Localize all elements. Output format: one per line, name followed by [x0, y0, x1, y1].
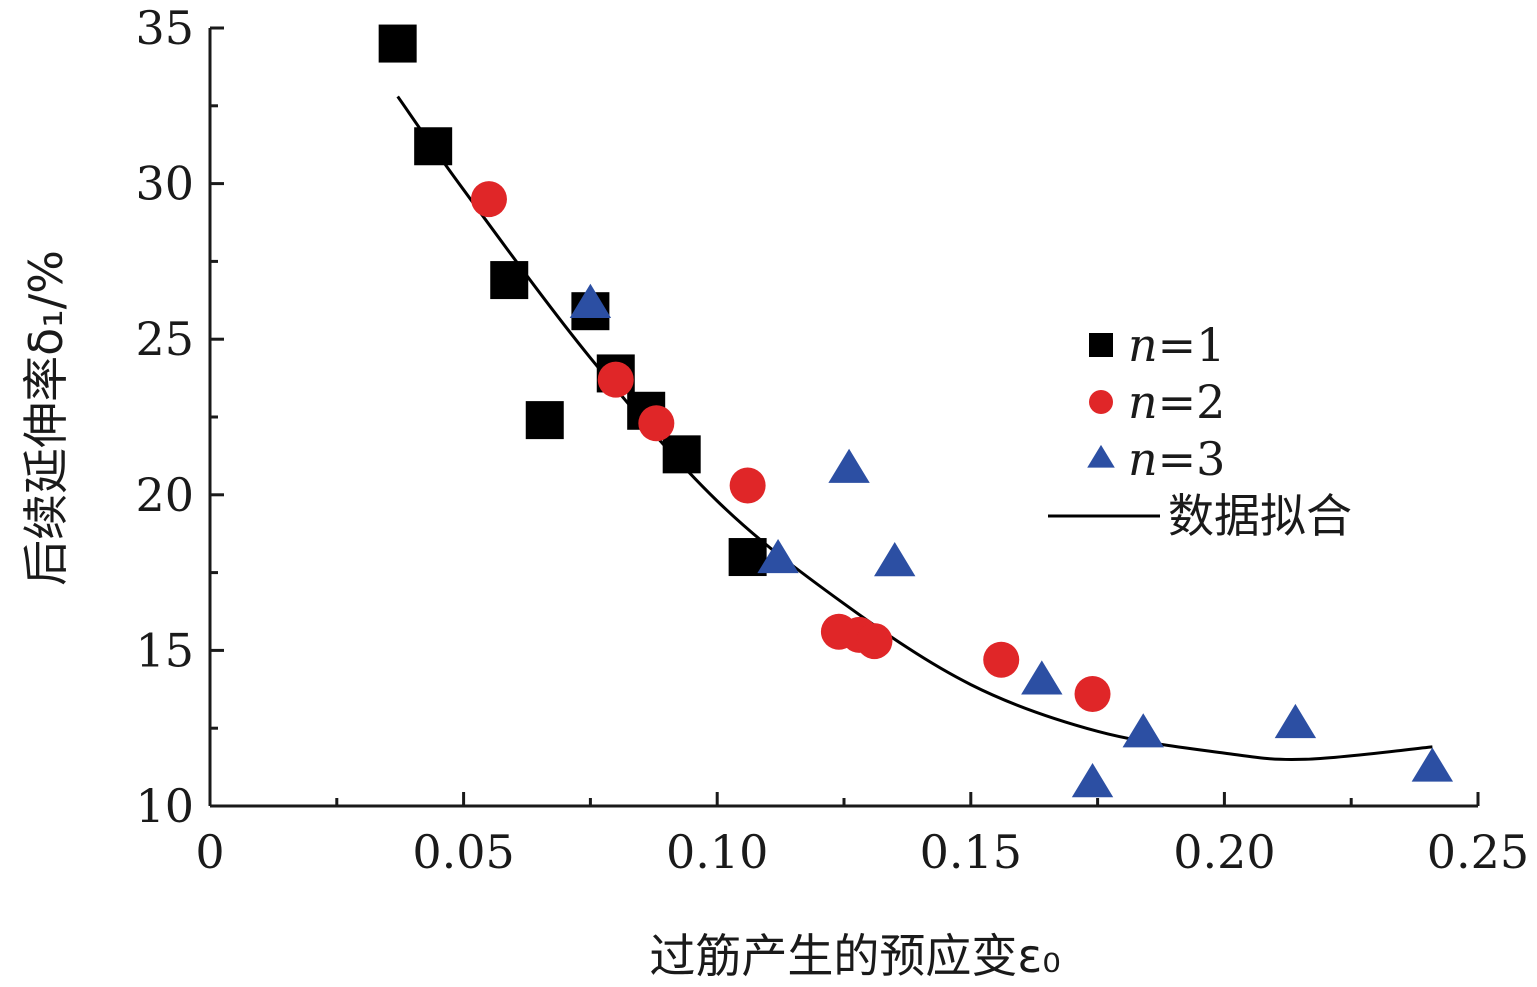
data-point-triangle	[874, 542, 916, 577]
data-point-square	[414, 127, 453, 166]
x-axis-title: 过筋产生的预应变ε₀	[649, 929, 1060, 983]
axes	[208, 28, 1478, 808]
legend-label-variable: n	[1128, 318, 1158, 372]
data-point-triangle	[569, 283, 612, 318]
y-tick-label: 20	[135, 468, 194, 522]
legend-label-variable: n	[1128, 432, 1158, 486]
y-tick-label: 10	[135, 779, 194, 833]
x-ticks: 0 0.05 0.10 0.15 0.20 0.25	[195, 792, 1529, 879]
data-point-circle	[856, 623, 893, 660]
data-point-triangle	[757, 538, 799, 574]
data-point-square	[525, 401, 564, 440]
data-point-triangle	[828, 448, 870, 483]
legend-label: n=2	[1128, 375, 1225, 429]
data-point-square	[662, 435, 701, 474]
y-tick-label: 35	[135, 1, 194, 55]
legend-label-variable: n	[1128, 375, 1158, 429]
data-point-square	[378, 24, 417, 63]
data-point-circle	[1074, 675, 1111, 712]
legend-label: n=3	[1128, 432, 1225, 486]
data-point-triangle	[1071, 763, 1114, 798]
x-tick-label: 0.20	[1173, 825, 1275, 879]
data-point-triangle	[1274, 703, 1317, 739]
legend-label-equation: =2	[1158, 375, 1226, 429]
data-point-circle	[729, 467, 766, 504]
x-tick-label: 0.15	[920, 825, 1022, 879]
data-point-circle	[983, 641, 1020, 678]
data-point-circle	[638, 405, 675, 442]
x-tick-label: 0.10	[666, 825, 768, 879]
legend-fit-label: 数据拟合	[1168, 489, 1352, 543]
y-ticks: 10 15 20 25 30 35	[135, 1, 224, 833]
x-tick-label: 0.05	[412, 825, 514, 879]
data-point-triangle	[1021, 660, 1063, 695]
y-tick-label: 15	[135, 623, 194, 677]
data-point-triangle	[1122, 713, 1164, 748]
y-tick-label: 25	[135, 312, 194, 366]
data-point-square	[490, 261, 529, 300]
data-point-circle	[470, 181, 507, 218]
data-point-circle	[597, 361, 634, 398]
y-tick-label: 30	[135, 157, 194, 211]
legend-marker-circle	[1089, 390, 1113, 414]
legend-label-equation: =1	[1158, 318, 1226, 372]
legend-label: n=1	[1128, 318, 1225, 372]
legend-label-equation: =3	[1158, 432, 1226, 486]
legend-marker-triangle	[1087, 444, 1115, 468]
legend-marker-square	[1089, 333, 1113, 357]
points-layer	[378, 24, 1454, 798]
x-tick-label: 0	[195, 825, 224, 879]
y-axis-title: 后续延伸率δ₁/%	[19, 250, 73, 586]
x-tick-label: 0.25	[1427, 825, 1529, 879]
data-point-triangle	[1411, 747, 1454, 782]
